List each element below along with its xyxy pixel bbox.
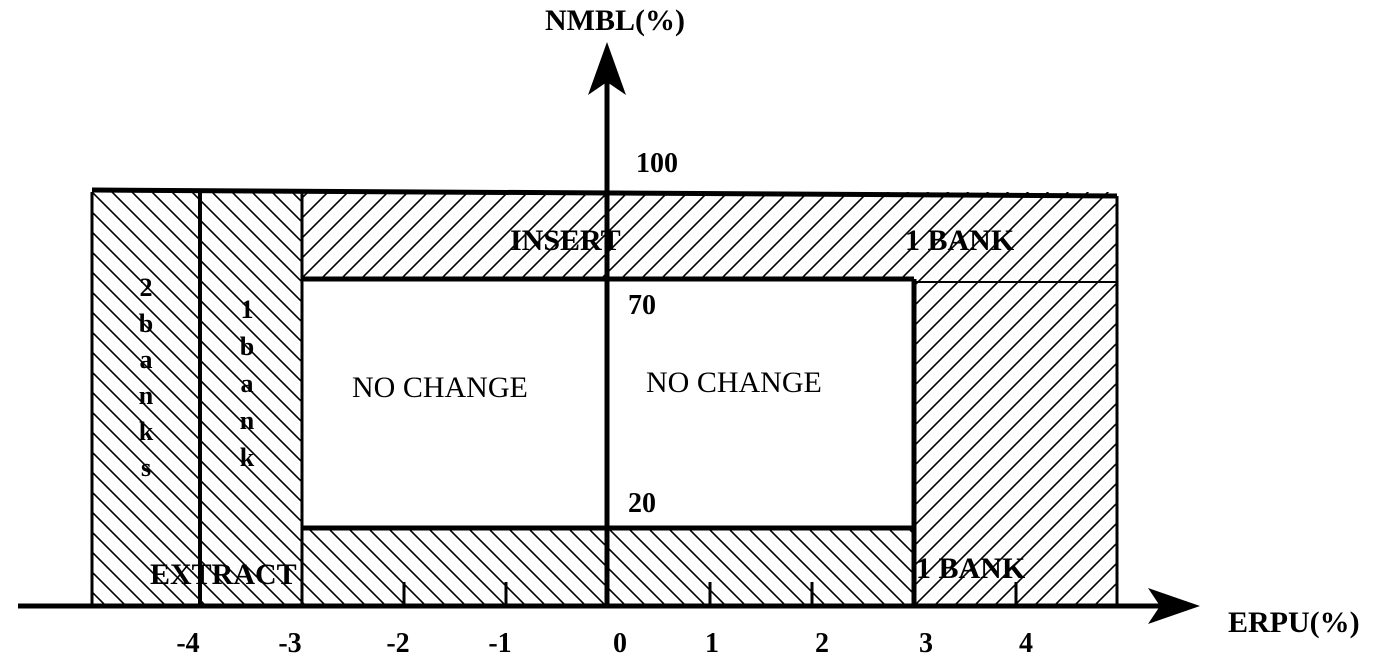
x-axis-title: ERPU(%) bbox=[1228, 606, 1360, 639]
x-tick-label-minus3: -3 bbox=[278, 628, 301, 659]
y-level-20: 20 bbox=[628, 488, 656, 519]
two-banks-char: s bbox=[141, 453, 151, 482]
two-banks-char: n bbox=[139, 381, 154, 410]
x-tick-label-minus1: -1 bbox=[488, 628, 511, 659]
extract-bank-label: 1 BANK bbox=[916, 552, 1026, 585]
x-tick-label-0: 0 bbox=[613, 628, 627, 659]
one-bank-char: a bbox=[241, 369, 254, 398]
two-banks-char: b bbox=[139, 309, 153, 338]
two-banks-char: k bbox=[139, 417, 154, 446]
insert-bank-label: 1 BANK bbox=[905, 224, 1015, 257]
x-tick-label-1: 1 bbox=[705, 628, 719, 659]
one-bank-char: 1 bbox=[241, 295, 254, 324]
two-banks-char: 2 bbox=[140, 273, 153, 302]
x-tick-label-2: 2 bbox=[815, 628, 829, 659]
two-banks-extract-region bbox=[92, 192, 200, 606]
extract-label: EXTRACT bbox=[150, 558, 297, 591]
x-axis-arrowhead bbox=[1148, 588, 1200, 624]
no-change-right-label: NO CHANGE bbox=[646, 366, 822, 399]
y-axis-title: NMBL(%) bbox=[545, 4, 685, 37]
y-level-100: 100 bbox=[636, 148, 678, 179]
y-level-70: 70 bbox=[628, 290, 656, 321]
two-banks-char: a bbox=[140, 345, 153, 374]
one-bank-char: k bbox=[240, 443, 255, 472]
one-bank-char: b bbox=[240, 332, 254, 361]
y-axis-arrowhead bbox=[588, 42, 626, 95]
x-tick-label-minus2: -2 bbox=[386, 628, 409, 659]
insert-label: INSERT bbox=[510, 224, 621, 257]
insert-region bbox=[302, 192, 1117, 280]
no-change-left-label: NO CHANGE bbox=[352, 371, 528, 404]
x-tick-label-4: 4 bbox=[1019, 628, 1033, 659]
one-bank-char: n bbox=[240, 406, 255, 435]
one-bank-extract-region bbox=[200, 192, 302, 606]
x-tick-label-3: 3 bbox=[919, 628, 933, 659]
right-insert-region bbox=[914, 280, 1117, 606]
x-tick-label-minus4: -4 bbox=[176, 628, 199, 659]
